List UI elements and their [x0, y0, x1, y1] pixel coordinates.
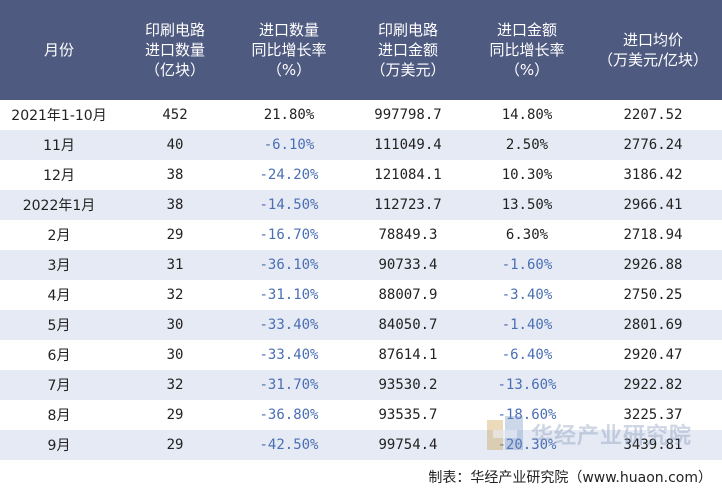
table-row: 2月 29 -16.70% 78849.3 6.30% 2718.94	[0, 220, 722, 250]
table-row: 3月 31 -36.10% 90733.4 -1.60% 2926.88	[0, 250, 722, 280]
cell-import-quantity: 38	[166, 197, 184, 213]
cell-month: 2022年1月	[22, 198, 96, 214]
cell-import-amount: 99754.4	[378, 437, 438, 453]
cell-month: 2月	[47, 228, 71, 244]
cell-average-price: 3186.42	[623, 167, 683, 183]
cell-quantity-yoy: -36.10%	[259, 257, 319, 273]
cell-import-amount: 997798.7	[374, 107, 442, 123]
cell-average-price: 2926.88	[623, 257, 683, 273]
cell-amount-yoy: -20.30%	[497, 437, 557, 453]
cell-amount-yoy: -18.60%	[497, 407, 557, 423]
cell-month: 7月	[47, 378, 71, 394]
cell-import-quantity: 29	[166, 227, 184, 243]
cell-amount-yoy: 10.30%	[501, 167, 553, 183]
source-note: 制表：华经产业研究院（www.huaon.com）	[428, 470, 712, 486]
cell-month: 3月	[47, 258, 71, 274]
cell-quantity-yoy: 21.80%	[263, 107, 315, 123]
cell-amount-yoy: -1.40%	[501, 317, 553, 333]
table-row: 6月 30 -33.40% 87614.1 -6.40% 2920.47	[0, 340, 722, 370]
header-import-quantity-label: 印刷电路 进口数量 （亿块）	[144, 21, 205, 79]
header-import-quantity: 印刷电路 进口数量 （亿块）	[118, 0, 232, 100]
cell-import-quantity: 29	[166, 407, 184, 423]
cell-quantity-yoy: -36.80%	[259, 407, 319, 423]
header-quantity-yoy: 进口数量 同比增长率 （%）	[232, 0, 346, 100]
cell-average-price: 2966.41	[623, 197, 683, 213]
cell-amount-yoy: 6.30%	[505, 227, 549, 243]
cell-import-amount: 78849.3	[378, 227, 438, 243]
table-row: 5月 30 -33.40% 84050.7 -1.40% 2801.69	[0, 310, 722, 340]
cell-import-amount: 121084.1	[374, 167, 442, 183]
table-row: 9月 29 -42.50% 99754.4 -20.30% 3439.81	[0, 430, 722, 460]
table-row: 12月 38 -24.20% 121084.1 10.30% 3186.42	[0, 160, 722, 190]
table-row: 4月 32 -31.10% 88007.9 -3.40% 2750.25	[0, 280, 722, 310]
table-row: 8月 29 -36.80% 93535.7 -18.60% 3225.37	[0, 400, 722, 430]
cell-amount-yoy: -3.40%	[501, 287, 553, 303]
table-row: 2022年1月 38 -14.50% 112723.7 13.50% 2966.41	[0, 190, 722, 220]
header-import-amount-label: 印刷电路 进口金额 （万美元）	[370, 21, 446, 79]
header-import-amount: 印刷电路 进口金额 （万美元）	[346, 0, 470, 100]
cell-month: 11月	[43, 138, 75, 154]
cell-quantity-yoy: -16.70%	[259, 227, 319, 243]
cell-average-price: 2922.82	[623, 377, 683, 393]
cell-import-amount: 88007.9	[378, 287, 438, 303]
cell-import-quantity: 29	[166, 437, 184, 453]
cell-import-quantity: 30	[166, 347, 184, 363]
cell-quantity-yoy: -31.10%	[259, 287, 319, 303]
cell-import-quantity: 31	[166, 257, 184, 273]
table-footer: 制表：华经产业研究院（www.huaon.com）	[428, 466, 712, 488]
cell-quantity-yoy: -6.10%	[263, 137, 315, 153]
cell-import-quantity: 32	[166, 377, 184, 393]
cell-import-quantity: 38	[166, 167, 184, 183]
cell-quantity-yoy: -33.40%	[259, 347, 319, 363]
cell-amount-yoy: 14.80%	[501, 107, 553, 123]
cell-month: 4月	[47, 288, 71, 304]
header-month-label: 月份	[43, 41, 74, 59]
cell-import-amount: 111049.4	[374, 137, 442, 153]
header-amount-yoy-label: 进口金额 同比增长率 （%）	[489, 21, 565, 79]
cell-quantity-yoy: -42.50%	[259, 437, 319, 453]
cell-quantity-yoy: -24.20%	[259, 167, 319, 183]
header-month: 月份	[0, 0, 118, 100]
cell-amount-yoy: -1.60%	[501, 257, 553, 273]
cell-import-amount: 87614.1	[378, 347, 438, 363]
cell-month: 8月	[47, 408, 71, 424]
cell-average-price: 2776.24	[623, 137, 683, 153]
cell-average-price: 2750.25	[623, 287, 683, 303]
cell-amount-yoy: -6.40%	[501, 347, 553, 363]
cell-month: 5月	[47, 318, 71, 334]
header-quantity-yoy-label: 进口数量 同比增长率 （%）	[251, 21, 327, 79]
cell-average-price: 3439.81	[623, 437, 683, 453]
cell-average-price: 2801.69	[623, 317, 683, 333]
cell-month: 9月	[47, 438, 71, 454]
header-average-price: 进口均价 （万美元/亿块）	[584, 0, 722, 100]
table-header: 月份 印刷电路 进口数量 （亿块） 进口数量 同比增长率 （%） 印刷电路 进口…	[0, 0, 722, 100]
cell-average-price: 2718.94	[623, 227, 683, 243]
cell-amount-yoy: 2.50%	[505, 137, 549, 153]
cell-average-price: 2207.52	[623, 107, 683, 123]
table-row: 7月 32 -31.70% 93530.2 -13.60% 2922.82	[0, 370, 722, 400]
cell-import-amount: 93530.2	[378, 377, 438, 393]
cell-import-quantity: 32	[166, 287, 184, 303]
header-average-price-label: 进口均价 （万美元/亿块）	[597, 31, 709, 69]
table-row: 2021年1-10月 452 21.80% 997798.7 14.80% 2207.52	[0, 100, 722, 130]
cell-import-quantity: 40	[166, 137, 184, 153]
cell-import-amount: 84050.7	[378, 317, 438, 333]
cell-month: 6月	[47, 348, 71, 364]
cell-import-quantity: 30	[166, 317, 184, 333]
cell-average-price: 3225.37	[623, 407, 683, 423]
cell-amount-yoy: -13.60%	[497, 377, 557, 393]
header-amount-yoy: 进口金额 同比增长率 （%）	[470, 0, 584, 100]
cell-amount-yoy: 13.50%	[501, 197, 553, 213]
table-row: 11月 40 -6.10% 111049.4 2.50% 2776.24	[0, 130, 722, 160]
cell-month: 2021年1-10月	[11, 108, 107, 124]
cell-import-amount: 112723.7	[374, 197, 442, 213]
cell-import-quantity: 452	[162, 107, 188, 123]
cell-import-amount: 93535.7	[378, 407, 438, 423]
cell-average-price: 2920.47	[623, 347, 683, 363]
cell-quantity-yoy: -31.70%	[259, 377, 319, 393]
cell-import-amount: 90733.4	[378, 257, 438, 273]
cell-month: 12月	[43, 168, 75, 184]
cell-quantity-yoy: -33.40%	[259, 317, 319, 333]
cell-quantity-yoy: -14.50%	[259, 197, 319, 213]
